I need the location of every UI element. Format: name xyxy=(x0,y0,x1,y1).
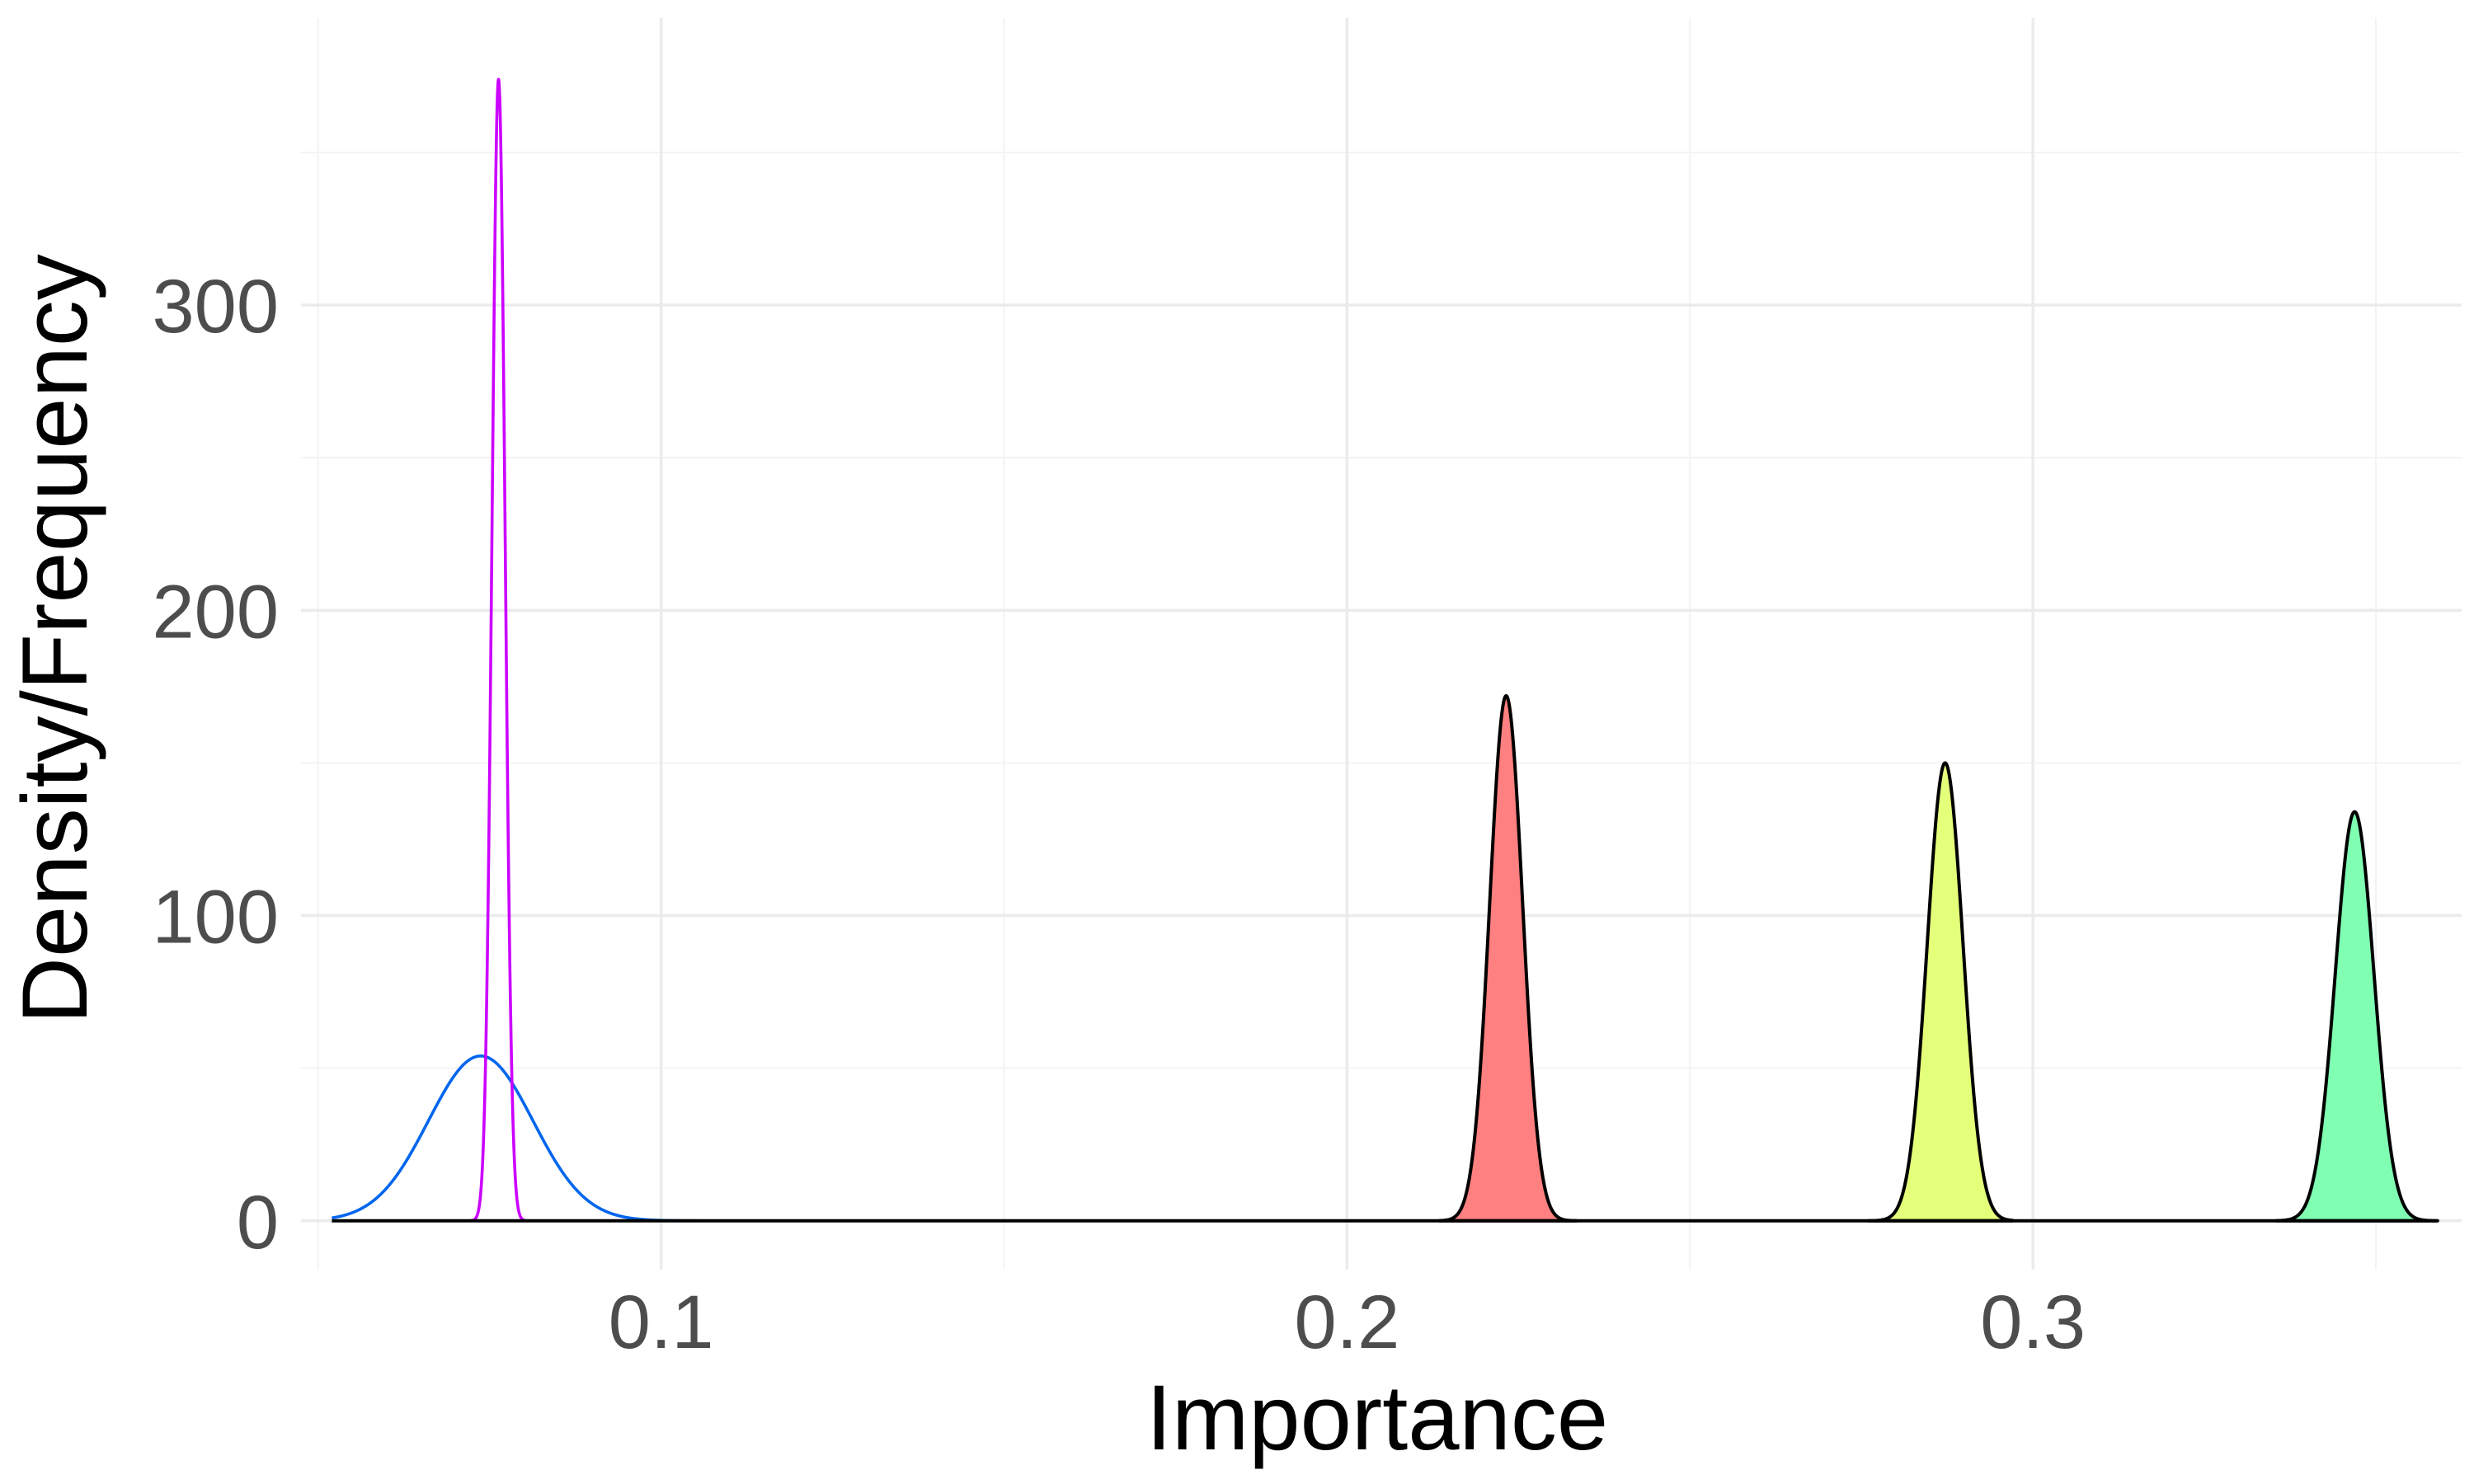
y-axis-title: Density/Frequency xyxy=(3,254,106,1024)
x-tick-label: 0.2 xyxy=(1294,1280,1399,1364)
density-curve-5 xyxy=(2274,810,2439,1223)
x-axis-title: Importance xyxy=(1146,1366,1608,1469)
density-curve-2 xyxy=(468,77,528,1223)
y-tick-label: 300 xyxy=(153,265,280,349)
tick-labels: 0.1 0.2 0.3 0 100 200 300 xyxy=(153,265,2086,1364)
y-tick-label: 100 xyxy=(153,876,280,960)
grid xyxy=(301,18,2462,1270)
density-curve-3 xyxy=(1437,694,1579,1223)
y-tick-label: 200 xyxy=(153,570,280,654)
x-tick-label: 0.1 xyxy=(609,1280,714,1364)
density-curve-4 xyxy=(1866,761,2015,1223)
density-curves xyxy=(332,77,2439,1223)
x-tick-label: 0.3 xyxy=(1980,1280,2086,1364)
y-tick-label: 0 xyxy=(237,1181,279,1265)
density-curve-1 xyxy=(332,1054,706,1223)
